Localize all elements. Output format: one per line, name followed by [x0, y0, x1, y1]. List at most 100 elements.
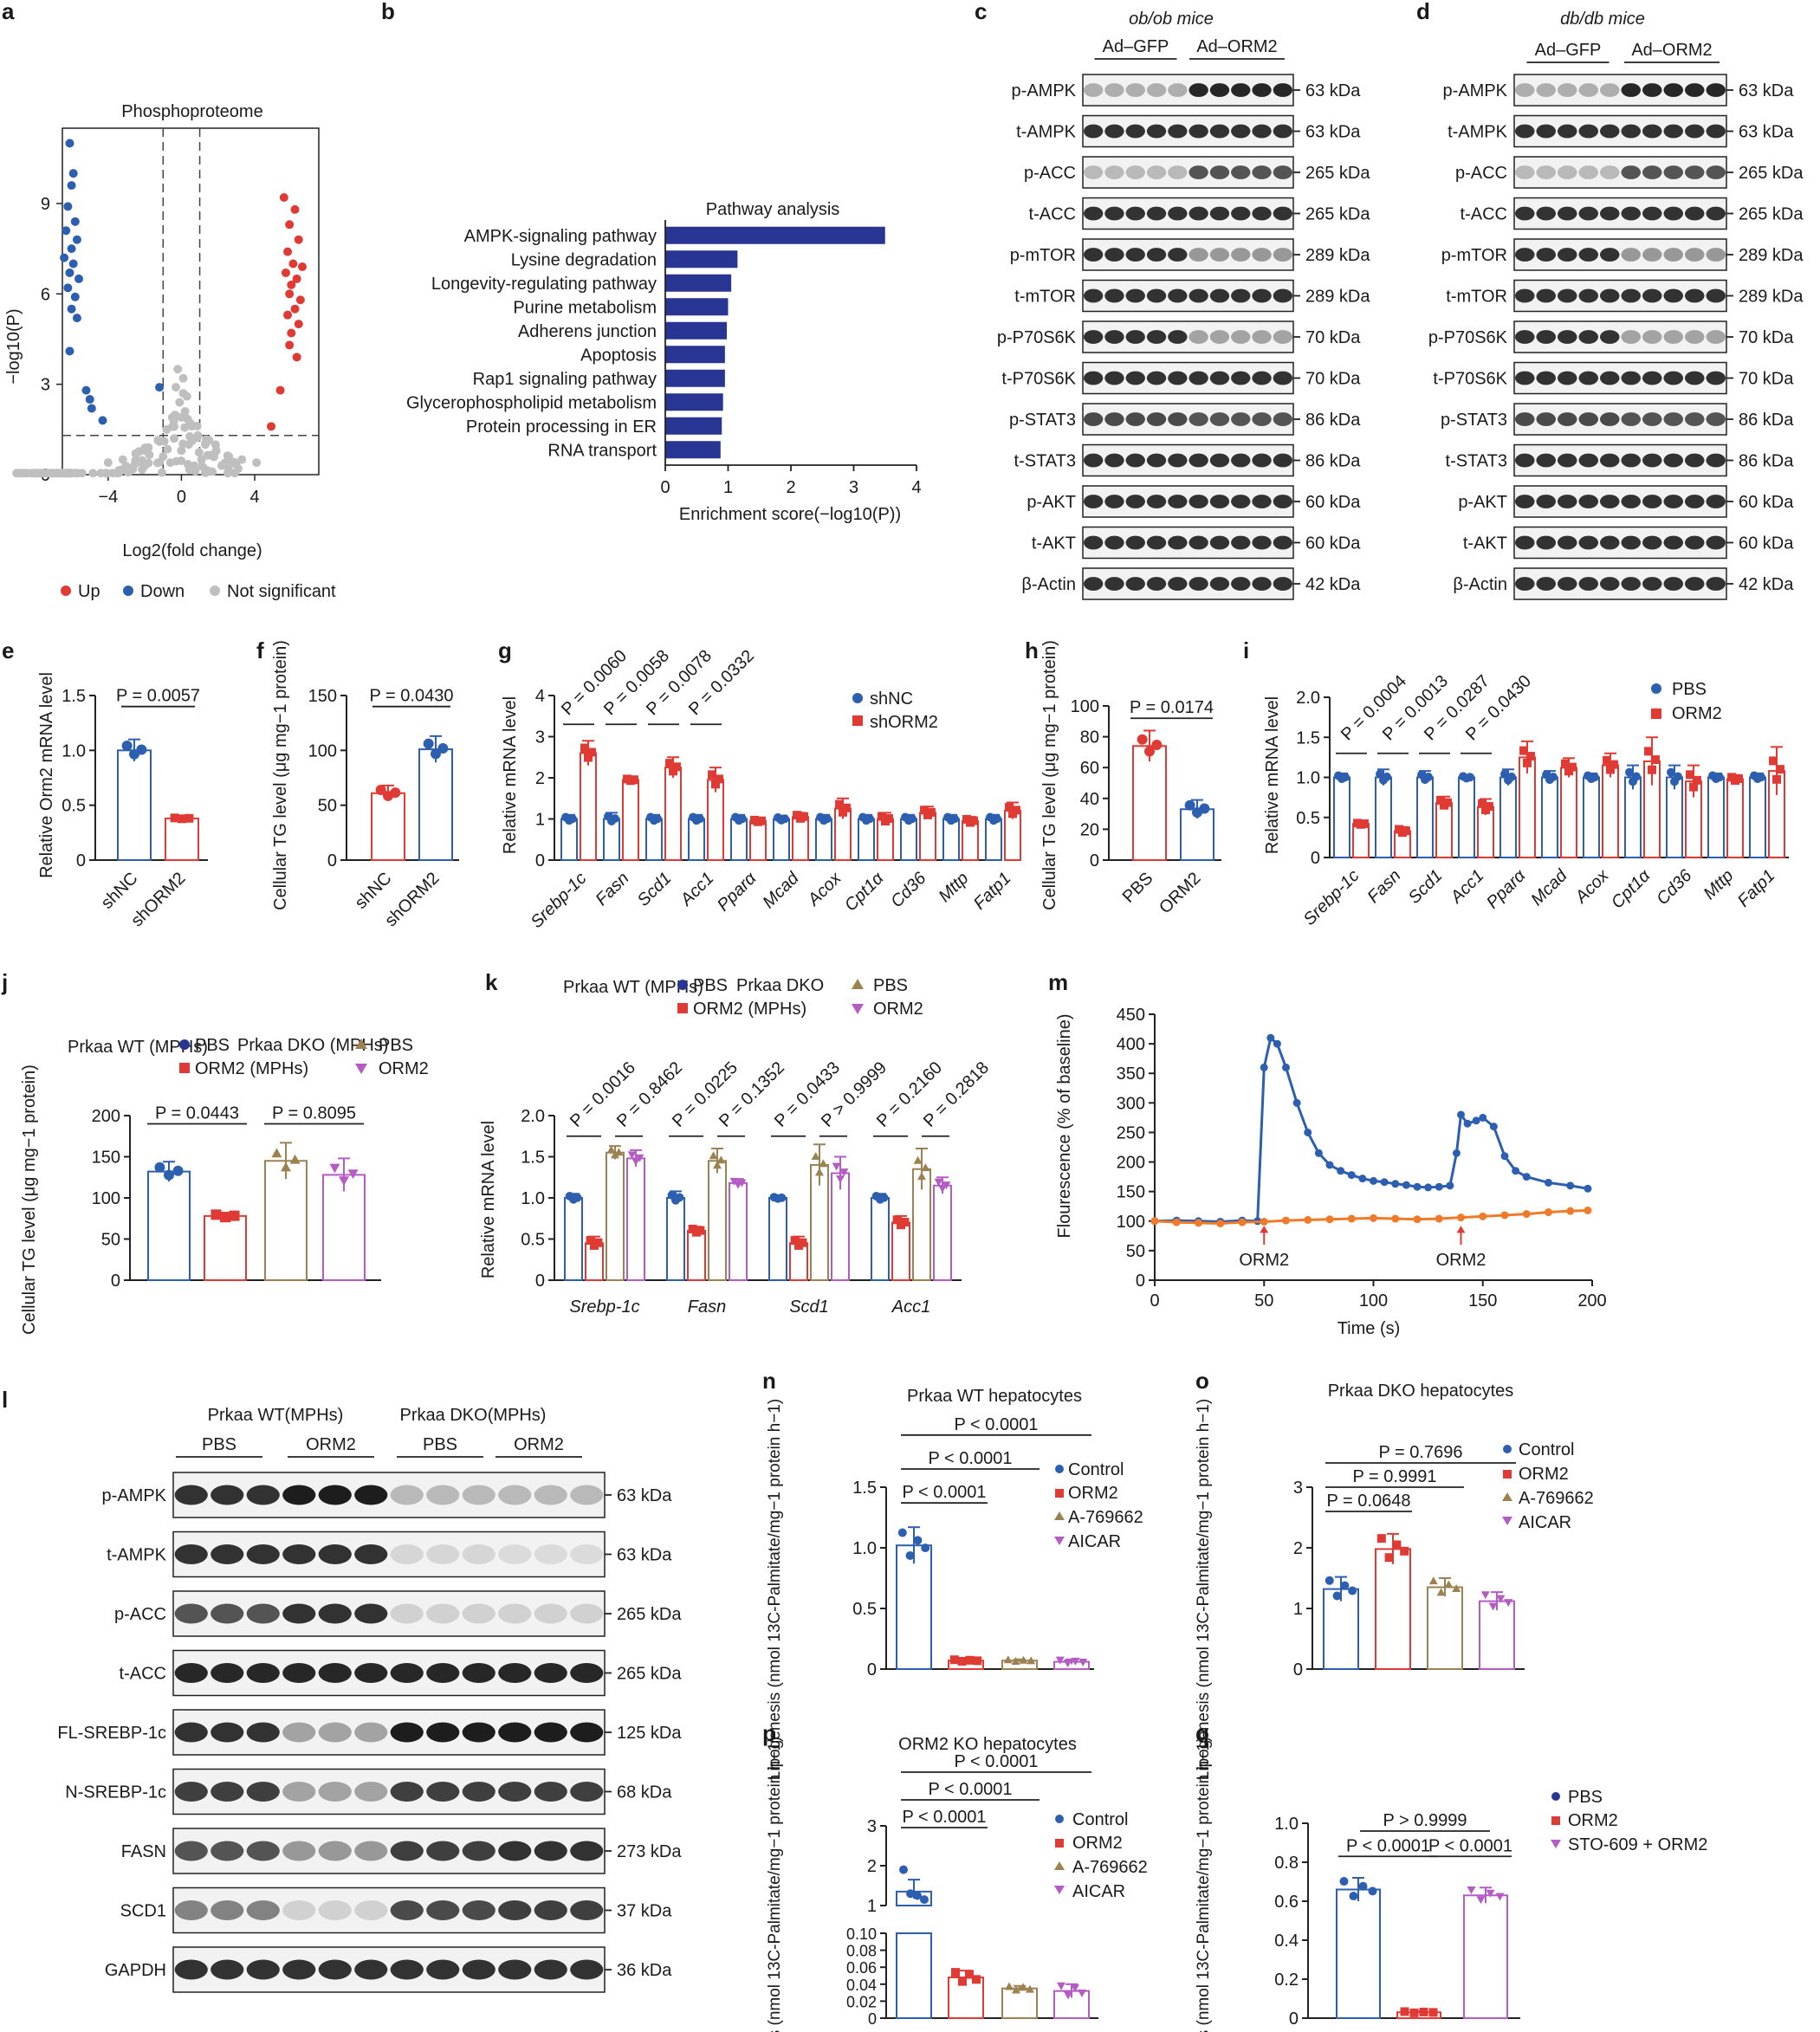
blot-band — [1083, 412, 1104, 426]
blot-band — [1231, 83, 1251, 97]
row-label: t-AKT — [1032, 534, 1076, 553]
bar — [773, 818, 790, 861]
panel-p-plot: 1 2 3 00.020.040.060.080.10 P < 0.0001 P < 0.… — [846, 1752, 1098, 2028]
blot-band — [570, 1782, 604, 1802]
data-point — [921, 1543, 930, 1553]
ns-point — [178, 373, 188, 383]
kda-label: 70 kDa — [1305, 328, 1361, 347]
group-label: Ad–ORM2 — [1631, 41, 1712, 60]
blot-band — [1273, 371, 1293, 385]
x-tick-label: shNC — [98, 869, 142, 913]
blot-band — [246, 1603, 280, 1624]
blot-band — [246, 1544, 280, 1564]
blot-band — [1104, 83, 1124, 97]
blot-band — [1663, 453, 1684, 468]
q-legend-2: STO-609 + ORM2 — [1568, 1835, 1707, 1854]
kda-label: 63 kDa — [1739, 81, 1794, 100]
n-legend-3: AICAR — [1068, 1532, 1121, 1551]
x-tick-label: Scd1 — [789, 1298, 829, 1317]
blot-band — [1252, 412, 1272, 426]
kda-label: 60 kDa — [1739, 534, 1794, 553]
panel-d-title: db/db mice — [1560, 10, 1645, 29]
pathway-bar — [665, 417, 722, 435]
blot-band — [1684, 535, 1705, 550]
data-point — [1325, 1576, 1334, 1585]
blot-band — [1104, 577, 1124, 591]
ns-point — [172, 383, 181, 392]
up-point — [283, 247, 293, 256]
panel-l-blot: Prkaa WT(MPHs) Prkaa DKO(MPHs) PBS ORM2 PB… — [57, 1406, 682, 1993]
bar — [1707, 776, 1725, 858]
panel-m-xlabel: Time (s) — [1337, 1319, 1401, 1338]
y-tick-label: 20 — [1080, 820, 1099, 839]
blue-point — [1304, 1128, 1312, 1136]
orange-point — [1522, 1210, 1531, 1219]
panel-a-xlabel: Log2(fold change) — [122, 541, 262, 560]
down-point — [67, 304, 76, 314]
blot-band — [426, 1544, 460, 1564]
blot-band — [1621, 535, 1642, 550]
q-legend-marker-1 — [1551, 1816, 1560, 1825]
y-tick-label: 100 — [308, 741, 337, 760]
blot-band — [1536, 330, 1557, 344]
data-point — [756, 816, 766, 825]
blot-band — [534, 1485, 567, 1505]
blot-band — [534, 1900, 567, 1920]
ns-point — [211, 446, 221, 456]
bar — [1375, 1548, 1411, 1671]
orange-point — [1282, 1216, 1290, 1225]
data-point — [1603, 755, 1612, 765]
blot-band — [1536, 124, 1557, 139]
blot-band — [1125, 535, 1145, 550]
blot-band — [1642, 124, 1662, 139]
data-point — [913, 1536, 923, 1545]
y-tick-label: 0.10 — [846, 1925, 877, 1943]
panel-b-title: Pathway analysis — [706, 200, 840, 219]
blot-band — [1557, 535, 1577, 550]
y-tick-label: 0.4 — [1274, 1932, 1299, 1951]
data-point — [586, 1236, 595, 1246]
panel-q-label: q — [1195, 1720, 1209, 1746]
panel-e-ylabel: Relative Orm2 mRNA level — [37, 672, 56, 878]
blot-band — [1146, 206, 1167, 221]
blot-band — [1642, 577, 1662, 591]
k-legend-marker-0 — [677, 980, 688, 990]
row-label: N-SREBP-1c — [65, 1783, 166, 1802]
blot-band — [1209, 453, 1230, 468]
y-tick-label: 0.6 — [1274, 1893, 1299, 1912]
blot-band — [1706, 495, 1726, 508]
data-point — [185, 813, 194, 823]
blot-band — [570, 1485, 604, 1505]
panel-p-label: p — [762, 1720, 776, 1746]
blot-band — [1146, 330, 1167, 344]
blot-band — [1621, 83, 1642, 97]
data-point — [1523, 758, 1532, 767]
data-point — [1003, 1655, 1013, 1664]
blot-band — [1189, 535, 1208, 550]
blot-band — [1642, 206, 1662, 221]
data-point — [1019, 1983, 1027, 1991]
blot-band — [318, 1722, 352, 1743]
up-point — [297, 262, 307, 271]
blot-band — [1663, 412, 1684, 426]
ns-point — [126, 463, 136, 473]
data-point — [992, 814, 1001, 824]
blot-band — [1599, 412, 1620, 426]
y-tick-label: 2 — [1293, 1539, 1303, 1558]
data-point — [229, 1210, 240, 1221]
blot-band — [318, 1544, 352, 1564]
blot-band — [1578, 248, 1599, 262]
blot-band — [462, 1603, 495, 1624]
data-point — [884, 814, 893, 824]
down-point — [63, 202, 73, 211]
bar — [371, 792, 405, 862]
data-point — [172, 1165, 184, 1176]
blot-band — [318, 1900, 352, 1920]
blot-strip — [172, 1472, 606, 1518]
g-legend-0: shNC — [870, 689, 913, 709]
x-tick-label: Acc1 — [891, 1298, 930, 1317]
ns-point — [159, 437, 169, 446]
y-tick-label: 1.0 — [1274, 1815, 1299, 1834]
blot-band — [1536, 248, 1557, 262]
